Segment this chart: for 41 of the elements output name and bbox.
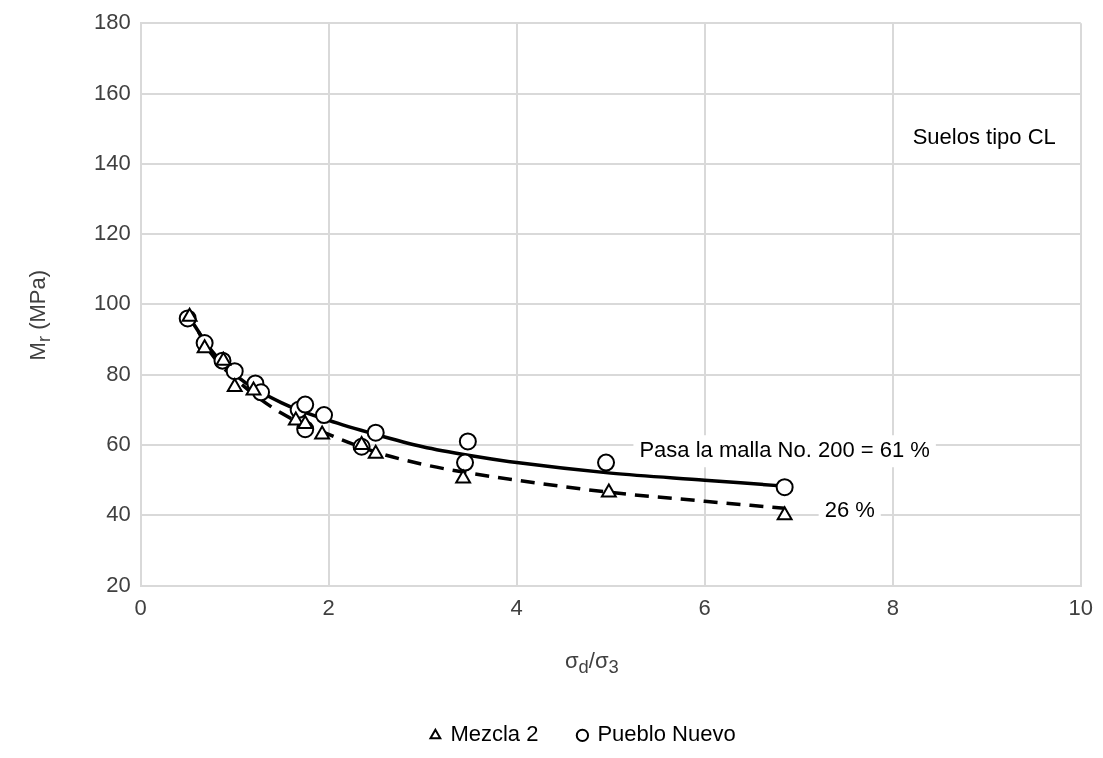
point xyxy=(296,395,315,414)
point xyxy=(458,432,477,451)
y-tick-label: 40 xyxy=(106,501,131,527)
y-tick-label: 80 xyxy=(106,360,131,386)
x-tick-label: 4 xyxy=(510,594,523,620)
y-tick-label: 20 xyxy=(106,571,131,597)
x-tick-label: 8 xyxy=(886,594,899,620)
x-axis-title: σ$_{d}$/σ$_{3}$ xyxy=(565,648,619,679)
point xyxy=(600,483,617,498)
y-tick-label: 100 xyxy=(93,290,131,316)
x-tick-label: 10 xyxy=(1068,594,1094,620)
point xyxy=(225,362,244,381)
point xyxy=(597,453,616,472)
annotation: 26 % xyxy=(824,497,875,523)
point xyxy=(314,425,331,440)
point xyxy=(196,339,213,354)
point xyxy=(215,351,232,366)
point xyxy=(455,469,472,484)
point xyxy=(366,423,385,442)
point xyxy=(775,478,794,497)
legend-label: Mezcla 2 xyxy=(450,721,539,747)
point xyxy=(297,414,314,429)
x-tick-label: 2 xyxy=(322,594,335,620)
x-tick-label: 6 xyxy=(698,594,711,620)
annotation: Pasa la malla No. 200 = 61 % xyxy=(639,437,930,463)
point xyxy=(315,406,334,425)
y-tick-label: 120 xyxy=(93,220,131,246)
point xyxy=(776,506,793,521)
legend-label: Pueblo Nuevo xyxy=(597,721,736,747)
annotation: Suelos tipo CL xyxy=(912,124,1056,150)
x-tick-label: 0 xyxy=(134,594,147,620)
y-tick-label: 60 xyxy=(106,431,131,457)
point xyxy=(245,381,262,396)
point xyxy=(226,378,243,392)
y-tick-label: 160 xyxy=(93,79,131,105)
point xyxy=(456,453,475,472)
point xyxy=(353,436,370,450)
y-tick-label: 140 xyxy=(93,149,131,175)
point xyxy=(367,444,384,459)
y-tick-label: 180 xyxy=(93,9,131,35)
point xyxy=(181,307,198,322)
